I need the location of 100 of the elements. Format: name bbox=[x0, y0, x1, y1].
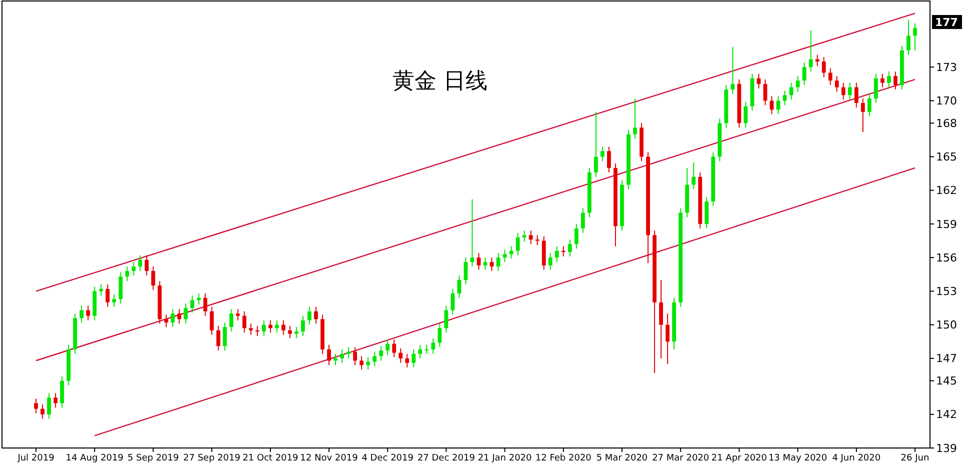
candlestick bbox=[906, 20, 910, 56]
candlestick bbox=[144, 254, 149, 276]
candlestick bbox=[360, 356, 364, 370]
candlestick bbox=[659, 279, 664, 359]
candlestick bbox=[490, 257, 494, 272]
candlestick bbox=[288, 325, 292, 339]
candlestick bbox=[834, 76, 839, 92]
x-tick-label: 4 Jun 2020 bbox=[832, 454, 881, 464]
candlestick bbox=[528, 230, 533, 245]
candlestick bbox=[294, 326, 298, 339]
candlestick bbox=[327, 344, 331, 366]
y-tick-label: 147 bbox=[936, 352, 957, 366]
candlestick bbox=[222, 322, 227, 352]
candlestick bbox=[372, 351, 377, 367]
candlestick bbox=[281, 320, 286, 336]
candlestick bbox=[308, 306, 312, 326]
candlestick bbox=[496, 252, 500, 272]
x-tick-label: 12 Feb 2020 bbox=[535, 454, 592, 464]
x-tick-label: 26 Jun bbox=[900, 454, 930, 464]
candlestick bbox=[210, 306, 214, 336]
candlestick bbox=[692, 162, 696, 190]
candlestick bbox=[405, 353, 410, 368]
candlestick bbox=[483, 257, 488, 270]
candlestick bbox=[730, 46, 735, 94]
candlestick bbox=[867, 93, 872, 117]
candlestick bbox=[808, 30, 813, 72]
y-tick-label: 170 bbox=[936, 94, 957, 108]
candlestick bbox=[548, 252, 552, 270]
x-tick-label: 14 Aug 2019 bbox=[66, 454, 124, 464]
candlestick bbox=[887, 71, 891, 88]
candlestick bbox=[854, 82, 858, 108]
candlestick bbox=[633, 98, 637, 140]
candlestick bbox=[274, 320, 279, 334]
candlestick bbox=[412, 348, 416, 368]
candlestick bbox=[600, 146, 604, 162]
candlestick bbox=[334, 353, 338, 366]
candlestick bbox=[398, 348, 403, 364]
candlestick bbox=[164, 314, 168, 328]
candlestick bbox=[99, 284, 104, 296]
x-tick-label: Jul 2019 bbox=[16, 454, 55, 464]
candlestick bbox=[666, 313, 670, 364]
candlestick bbox=[216, 325, 220, 352]
candlestick bbox=[457, 274, 462, 298]
candlestick bbox=[848, 82, 852, 100]
x-tick-label: 5 Sep 2019 bbox=[128, 454, 180, 464]
candlestick bbox=[151, 266, 156, 291]
y-tick-label: 165 bbox=[936, 150, 957, 164]
candlestick bbox=[554, 246, 559, 263]
y-tick-label: 142 bbox=[936, 408, 957, 422]
candlestick bbox=[170, 308, 175, 328]
candlestick bbox=[464, 257, 468, 285]
candlestick bbox=[301, 315, 305, 336]
candlestick bbox=[346, 346, 350, 359]
candlestick bbox=[118, 272, 123, 304]
x-tick-label: 27 Sep 2019 bbox=[183, 454, 241, 464]
y-tick-label: 162 bbox=[936, 184, 957, 198]
candlestick bbox=[106, 284, 110, 308]
x-tick-label: 5 Mar 2020 bbox=[596, 454, 648, 464]
candlestick bbox=[203, 292, 208, 316]
candlestick bbox=[815, 54, 820, 66]
candlestick bbox=[314, 306, 318, 324]
candlestick bbox=[796, 76, 800, 92]
candlestick bbox=[502, 249, 507, 263]
candlestick bbox=[60, 376, 64, 408]
candlestick bbox=[470, 198, 474, 268]
candlestick bbox=[340, 348, 344, 364]
candlestick bbox=[776, 96, 780, 115]
candlestick bbox=[704, 196, 709, 229]
candlestick bbox=[268, 320, 272, 334]
candlestick bbox=[138, 254, 142, 272]
candlestick bbox=[392, 338, 396, 358]
x-tick-label: 4 Dec 2019 bbox=[362, 454, 414, 464]
y-tick-label: 145 bbox=[936, 374, 957, 388]
candlestick bbox=[522, 230, 526, 242]
candlestick bbox=[431, 338, 436, 354]
candlestick bbox=[476, 252, 481, 270]
candlestick bbox=[568, 239, 572, 257]
y-tick-label: 159 bbox=[936, 218, 957, 231]
x-tick-label: 21 Oct 2019 bbox=[242, 454, 298, 464]
candlestick bbox=[54, 392, 58, 408]
candlestick bbox=[366, 356, 370, 370]
candlestick bbox=[132, 262, 136, 276]
candlestick bbox=[444, 305, 448, 334]
y-tick-label: 173 bbox=[936, 60, 957, 74]
x-tick-label: 21 Apr 2020 bbox=[711, 454, 768, 464]
candlestick bbox=[242, 310, 246, 334]
candlestick bbox=[894, 71, 898, 90]
candlestick bbox=[841, 82, 846, 100]
candlestick bbox=[125, 266, 130, 282]
candlestick bbox=[913, 22, 917, 51]
candlestick bbox=[353, 346, 357, 366]
x-tick-label: 12 Nov 2019 bbox=[300, 454, 358, 464]
y-tick-label: 139 bbox=[936, 442, 957, 455]
candlestick bbox=[386, 338, 390, 356]
y-tick-label: 150 bbox=[936, 318, 957, 332]
candlestick bbox=[86, 305, 90, 321]
candlestick bbox=[580, 208, 585, 234]
candlestick bbox=[418, 344, 422, 359]
candlestick bbox=[112, 294, 116, 308]
candlestick bbox=[262, 320, 266, 336]
